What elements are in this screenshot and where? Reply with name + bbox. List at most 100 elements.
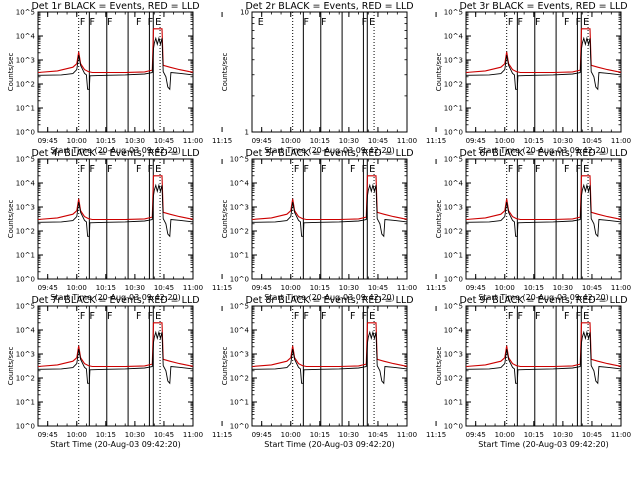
events-series-line bbox=[252, 183, 407, 238]
event-marker: F bbox=[518, 311, 523, 322]
y-tick-label: 10^4 bbox=[444, 327, 464, 335]
event-marker: F bbox=[107, 17, 112, 28]
y-tick-label: 10^0 bbox=[444, 423, 463, 431]
y-tick-label: 10^4 bbox=[16, 327, 36, 335]
event-marker: E bbox=[583, 311, 589, 322]
y-tick-label: 10^5 bbox=[16, 303, 35, 311]
event-marker: E bbox=[258, 17, 264, 28]
events-series-line bbox=[38, 183, 193, 238]
series-group bbox=[252, 175, 407, 238]
x-tick-label: 10:15 bbox=[524, 284, 544, 292]
y-tick-label: 10^2 bbox=[16, 81, 35, 89]
x-tick-label: 10:15 bbox=[310, 137, 330, 145]
x-tick-label: 10:45 bbox=[582, 431, 602, 439]
event-marker: F bbox=[564, 17, 569, 28]
x-axis-label: Start Time (20-Aug-03 09:42:20) bbox=[478, 293, 609, 302]
event-marker: F bbox=[80, 311, 85, 322]
event-marker: F bbox=[508, 311, 513, 322]
y-tick-label: 10^4 bbox=[230, 180, 250, 188]
event-marker: F bbox=[535, 164, 540, 175]
event-marker: F bbox=[576, 164, 581, 175]
plot-panel: Det 8r BLACK = Events, RED = LLD 10^0 10^1… bbox=[221, 295, 446, 449]
x-tick-label: 09:45 bbox=[38, 284, 58, 292]
x-tick-label: 10:45 bbox=[154, 431, 174, 439]
x-tick-label: 10:00 bbox=[495, 431, 515, 439]
y-tick-label: 10^3 bbox=[16, 57, 35, 65]
series-group bbox=[38, 322, 193, 385]
events-series-line bbox=[38, 330, 193, 385]
x-tick-label: 10:30 bbox=[553, 137, 573, 145]
x-tick-label: 10:30 bbox=[339, 137, 359, 145]
series-group bbox=[466, 175, 621, 238]
events-series-line bbox=[466, 330, 621, 385]
x-tick-label: 11:15 bbox=[426, 284, 446, 292]
plot-frame bbox=[251, 11, 408, 133]
y-tick-label: 10^5 bbox=[16, 9, 35, 17]
y-tick-label: 10^5 bbox=[444, 9, 463, 17]
event-marker: F bbox=[362, 17, 367, 28]
plot-panel: Det 7r BLACK = Events, RED = LLD 10^0 10^1… bbox=[7, 295, 232, 449]
lld-series-line bbox=[466, 28, 621, 74]
plot-panel: Det 3r BLACK = Events, RED = LLD 10^0 10^1… bbox=[435, 1, 640, 155]
event-marker: F bbox=[107, 311, 112, 322]
panel-title: Det 9r BLACK = Events, RED = LLD bbox=[459, 295, 627, 306]
y-tick-label: 10^2 bbox=[16, 228, 35, 236]
lld-series-line bbox=[252, 175, 407, 221]
x-tick-label: 11:00 bbox=[611, 137, 631, 145]
x-tick-label: 10:15 bbox=[96, 137, 116, 145]
x-tick-label: 10:45 bbox=[582, 284, 602, 292]
x-tick-label: 11:00 bbox=[397, 284, 417, 292]
x-tick-label: 10:00 bbox=[495, 137, 515, 145]
x-tick-label: 10:00 bbox=[67, 284, 87, 292]
plot-panel: Det 9r BLACK = Events, RED = LLD 10^0 10^1… bbox=[435, 295, 640, 449]
event-marker: F bbox=[564, 164, 569, 175]
x-tick-label: 10:45 bbox=[154, 284, 174, 292]
event-marker: F bbox=[90, 311, 95, 322]
lld-series-line bbox=[38, 175, 193, 221]
x-tick-label: 11:15 bbox=[426, 137, 446, 145]
y-tick-label: 10^0 bbox=[230, 276, 249, 284]
y-tick-label: 10^1 bbox=[444, 399, 463, 407]
event-marker: F bbox=[362, 164, 367, 175]
x-tick-label: 11:15 bbox=[212, 431, 232, 439]
event-marker: F bbox=[304, 164, 309, 175]
y-tick-label: 10^3 bbox=[16, 204, 35, 212]
event-marker: F bbox=[535, 17, 540, 28]
panel-title: Det 1r BLACK = Events, RED = LLD bbox=[31, 1, 199, 12]
x-tick-label: 10:45 bbox=[368, 137, 388, 145]
event-marker: E bbox=[583, 164, 589, 175]
y-tick-label: 10^3 bbox=[444, 204, 463, 212]
x-tick-label: 09:45 bbox=[466, 431, 486, 439]
panel-title: Det 8r BLACK = Events, RED = LLD bbox=[245, 295, 413, 306]
event-marker: F bbox=[80, 17, 85, 28]
x-axis-label: Start Time (20-Aug-03 09:42:20) bbox=[264, 293, 395, 302]
y-tick-label: 10^2 bbox=[230, 375, 249, 383]
x-tick-label: 11:15 bbox=[426, 431, 446, 439]
event-marker: F bbox=[80, 164, 85, 175]
y-tick-label: 10^3 bbox=[444, 351, 463, 359]
y-tick-label: 10^4 bbox=[16, 33, 36, 41]
y-tick-label: 10^2 bbox=[444, 228, 463, 236]
y-tick-label: 10^0 bbox=[444, 276, 463, 284]
y-tick-label: 10^3 bbox=[16, 351, 35, 359]
x-tick-label: 10:00 bbox=[67, 137, 87, 145]
lld-series-line bbox=[466, 322, 621, 368]
event-marker: F bbox=[518, 164, 523, 175]
panel-title: Det 4r BLACK = Events, RED = LLD bbox=[31, 148, 199, 159]
x-tick-label: 10:00 bbox=[281, 137, 301, 145]
event-marker: F bbox=[535, 311, 540, 322]
x-tick-label: 09:45 bbox=[466, 284, 486, 292]
y-axis-label: Counts/sec bbox=[7, 200, 15, 239]
x-tick-label: 10:15 bbox=[96, 431, 116, 439]
series-group bbox=[252, 322, 407, 385]
x-tick-label: 11:00 bbox=[611, 284, 631, 292]
event-marker: F bbox=[90, 164, 95, 175]
plot-panel: Det 2r BLACK = Events, RED = LLD 1 10 09:45… bbox=[221, 1, 446, 155]
y-tick-label: 10^1 bbox=[444, 105, 463, 113]
x-tick-label: 09:45 bbox=[38, 137, 58, 145]
x-tick-label: 11:00 bbox=[397, 431, 417, 439]
x-tick-label: 11:00 bbox=[183, 137, 203, 145]
x-tick-label: 11:15 bbox=[212, 137, 232, 145]
event-marker: F bbox=[508, 17, 513, 28]
x-tick-label: 10:30 bbox=[125, 431, 145, 439]
